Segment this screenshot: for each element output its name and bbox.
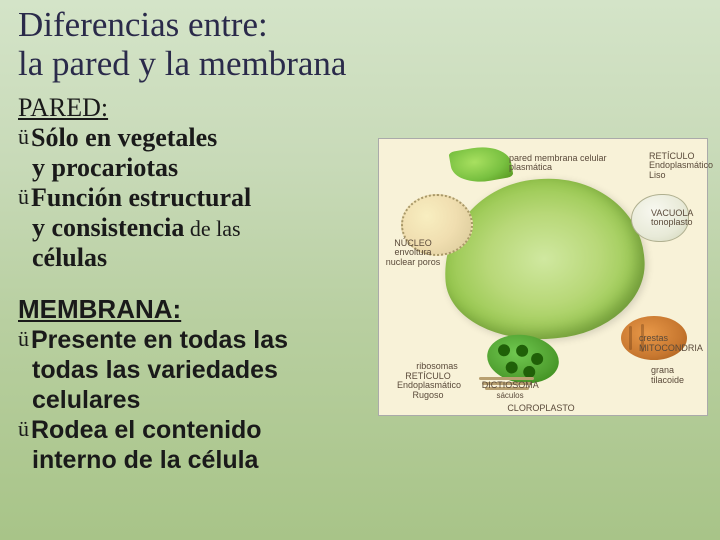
label-grana: granatilacoide — [651, 366, 701, 385]
title-line-2: la pared y la membrana — [18, 45, 388, 84]
label-reticulo-rugoso: RETÍCULO Endoplasmático Rugoso — [397, 372, 459, 400]
leaf-icon — [448, 142, 513, 187]
bullet-continuation: y consistencia de las — [18, 213, 388, 243]
bullet-tail: de las — [184, 216, 240, 241]
slide: Diferencias entre: la pared y la membran… — [0, 0, 720, 540]
bullet-continuation: y procariotas — [18, 153, 388, 183]
label-ribosomas: ribosomas — [409, 362, 465, 371]
bullet-continuation: celulares — [18, 385, 388, 415]
bullet-item: ü Presente en todas las — [18, 325, 388, 355]
cell-body — [437, 171, 650, 348]
cell-diagram: NÚCLEO envoltura nuclear poros RETÍCULO … — [378, 138, 708, 416]
bullet-item: ü Rodea el contenido — [18, 415, 388, 445]
check-icon: ü — [18, 123, 29, 151]
label-dictiosoma: DICTIOSOMA sáculos — [477, 381, 543, 400]
label-dict-text: DICTIOSOMA — [482, 380, 539, 390]
check-icon: ü — [18, 415, 29, 443]
bullet-item: ü Función estructural — [18, 183, 388, 213]
check-icon: ü — [18, 325, 29, 353]
bullet-continuation: todas las variedades — [18, 355, 388, 385]
label-pared-membrana: pared membrana celular plasmática — [509, 154, 629, 173]
label-vacuola: VACUOLA tonoplasto — [651, 209, 701, 228]
text-column: Diferencias entre: la pared y la membran… — [18, 6, 388, 475]
bullet-continuation: interno de la célula — [18, 445, 388, 475]
label-reticulo-liso: RETÍCULO Endoplasmático Liso — [649, 152, 701, 180]
label-cisternas: sáculos — [496, 391, 523, 400]
bullet-text: Presente en todas las — [31, 325, 288, 355]
label-cloroplasto: CLOROPLASTO — [504, 404, 578, 413]
bullet-item: ü Sólo en vegetales — [18, 123, 388, 153]
bullet-text: Sólo en vegetales — [31, 123, 217, 153]
bullet-text: Función estructural — [31, 183, 251, 213]
bullet-continuation: células — [18, 243, 388, 273]
title-line-1: Diferencias entre: — [18, 6, 388, 45]
section-membrana-header: MEMBRANA: — [18, 294, 388, 325]
check-icon: ü — [18, 183, 29, 211]
bullet-text: Rodea el contenido — [31, 415, 262, 445]
label-nucleo: NÚCLEO envoltura nuclear poros — [385, 239, 441, 267]
label-tilacoide: tilacoide — [651, 375, 684, 385]
bullet-text: y consistencia — [32, 213, 184, 242]
label-mitocondria: crestasMITOCONDRIA — [639, 334, 701, 353]
section-pared-header: PARED: — [18, 93, 388, 123]
label-mito-text: MITOCONDRIA — [639, 343, 703, 353]
